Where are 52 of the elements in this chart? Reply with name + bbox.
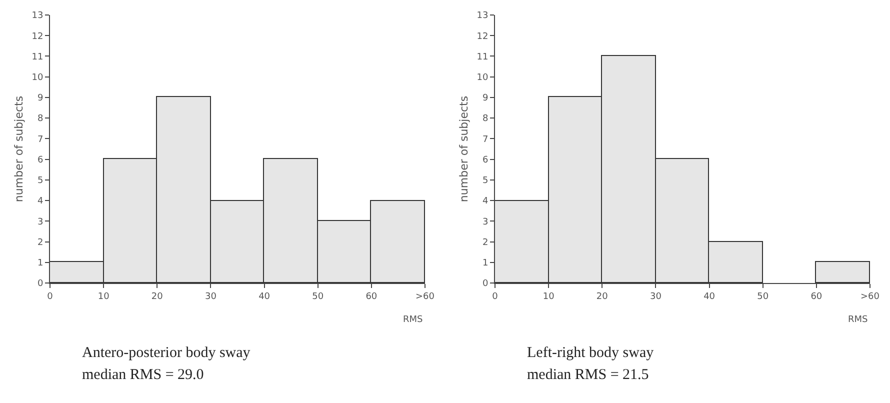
y-tick-label: 13	[32, 11, 44, 22]
y-tick-label: 2	[37, 238, 44, 248]
x-tick-label: 20	[596, 292, 608, 302]
y-tick-label: 1	[37, 258, 44, 269]
text: median RMS = 21.5	[527, 367, 649, 383]
y-tick-label: 13	[476, 11, 488, 22]
y-tick-label: 11	[476, 52, 488, 62]
y-tick-label: 8	[482, 114, 488, 124]
x-tick-label: 10	[542, 292, 555, 302]
y-axis-title: number of subjects	[457, 96, 470, 202]
x-tick-label: >60	[416, 292, 435, 302]
y-tick-label: 6	[37, 155, 44, 166]
x-tick-label: 40	[704, 292, 716, 302]
y-tick-label: 3	[37, 217, 44, 228]
y-tick-label: 11	[32, 52, 44, 62]
x-axis-title: RMS	[848, 315, 868, 325]
y-axis-title: number of subjects	[12, 96, 26, 202]
text: Left-right body sway	[527, 345, 654, 361]
x-tick-label: 60	[810, 292, 822, 302]
y-tick-label: 5	[482, 176, 488, 186]
x-tick-label: 0	[47, 292, 54, 302]
x-tick-label: 30	[650, 292, 662, 302]
x-tick-label: 40	[258, 292, 270, 302]
x-axis-title: RMS	[403, 315, 424, 325]
y-tick-label: 6	[482, 155, 488, 166]
y-tick-label: 0	[37, 279, 44, 290]
x-tick-label: 50	[312, 292, 324, 302]
y-tick-label: 2	[482, 238, 488, 248]
x-tick-label: 10	[98, 292, 110, 302]
y-tick-label: 7	[37, 134, 44, 145]
y-tick-label: 1	[482, 258, 488, 269]
y-tick-label: 12	[476, 32, 488, 42]
x-tick-label: >60	[860, 292, 880, 302]
y-tick-label: 12	[32, 32, 44, 42]
text: median RMS = 29.0	[82, 367, 204, 383]
y-tick-label: 9	[37, 94, 44, 104]
y-tick-label: 10	[476, 73, 488, 83]
x-tick-label: 0	[492, 292, 498, 302]
y-tick-label: 0	[482, 279, 488, 290]
x-tick-label: 30	[204, 292, 217, 302]
y-tick-label: 7	[482, 134, 488, 145]
x-tick-label: 20	[151, 292, 164, 302]
y-tick-label: 4	[482, 196, 488, 207]
y-tick-label: 5	[37, 176, 44, 186]
y-tick-label: 10	[32, 73, 44, 83]
y-tick-label: 4	[37, 196, 44, 207]
x-tick-label: 60	[366, 292, 378, 302]
text: Antero-posterior body sway	[82, 345, 251, 361]
y-tick-label: 3	[482, 217, 488, 228]
y-tick-label: 8	[37, 114, 44, 124]
x-tick-label: 50	[757, 292, 769, 302]
y-tick-label: 9	[482, 94, 488, 104]
